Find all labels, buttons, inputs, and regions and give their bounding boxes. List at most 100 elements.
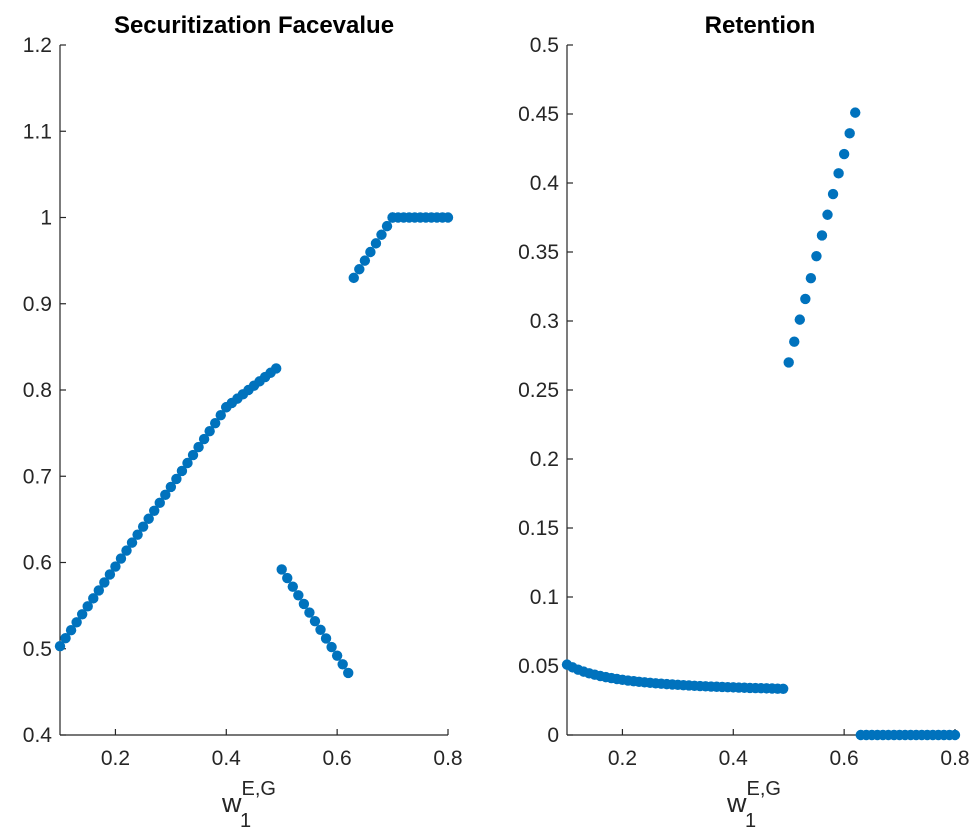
facevalue-data-point (326, 641, 337, 653)
facevalue-data-point (93, 585, 105, 596)
facevalue-chart: Securitization Facevalue 0.4 0.5 0.6 0.7 0.8… (23, 12, 463, 832)
retention-x-label-sub: 1 (745, 810, 756, 832)
retention-y-tick-label: 0.15 (518, 517, 559, 540)
retention-y-tick-label: 0.35 (518, 241, 559, 264)
facevalue-data-point (132, 529, 143, 540)
facevalue-x-label-sub: 1 (240, 810, 251, 832)
retention-data-point (800, 293, 811, 305)
retention-data-point (844, 128, 855, 139)
facevalue-x-tick-label: 0.4 (212, 747, 242, 770)
facevalue-data-point (298, 598, 310, 610)
retention-data-point (805, 273, 817, 284)
retention-y-tick-label: 0.3 (530, 310, 559, 333)
retention-data-point (827, 188, 839, 200)
facevalue-data-point (381, 220, 393, 232)
facevalue-y-tick-label: 1 (40, 207, 52, 230)
facevalue-y-tick-label: 0.7 (23, 465, 52, 488)
facevalue-data-point (210, 417, 221, 429)
facevalue-x-ticks: 0.2 0.4 0.6 0.8 (101, 729, 463, 770)
facevalue-data-point (331, 650, 343, 661)
retention-title: Retention (705, 12, 816, 39)
facevalue-data-point (376, 229, 387, 240)
facevalue-data-point (137, 521, 149, 532)
facevalue-y-tick-label: 0.4 (23, 724, 53, 747)
facevalue-data-point (343, 667, 354, 679)
retention-x-tick-label: 0.8 (940, 747, 969, 770)
facevalue-data-point (71, 617, 82, 628)
facevalue-x-tick-label: 0.2 (101, 747, 130, 770)
facevalue-data-point (54, 640, 66, 652)
retention-data-point (811, 250, 822, 262)
facevalue-x-label-base: w (221, 788, 242, 818)
facevalue-data-point (215, 410, 226, 421)
retention-y-tick-label: 0.5 (530, 34, 559, 57)
facevalue-data-point (187, 449, 199, 461)
facevalue-data-point (160, 489, 171, 501)
facevalue-data-point (348, 272, 359, 284)
facevalue-data-point (115, 553, 127, 564)
facevalue-y-tick-label: 1.1 (23, 120, 52, 143)
facevalue-data-point (304, 607, 315, 618)
retention-data-point (777, 683, 789, 694)
facevalue-data-point (320, 633, 332, 644)
facevalue-data-point (99, 577, 110, 588)
retention-y-tick-label: 0.1 (530, 586, 559, 609)
facevalue-y-ticks: 0.4 0.5 0.6 0.7 0.8 0.9 1 1.1 1.2 (23, 34, 66, 747)
facevalue-data-point (154, 497, 165, 509)
facevalue-data-point (287, 581, 298, 592)
retention-x-label-sup: E,G (747, 778, 781, 800)
retention-x-tick-label: 0.2 (608, 747, 637, 770)
facevalue-data-point (171, 473, 182, 485)
facevalue-data-point (370, 238, 382, 249)
facevalue-data-point (76, 609, 88, 620)
facevalue-x-label: wE,G 1 (221, 778, 276, 832)
facevalue-data-point (182, 457, 193, 469)
facevalue-data-point (365, 246, 376, 258)
retention-y-tick-label: 0.05 (518, 655, 559, 678)
retention-data-point (794, 314, 805, 325)
facevalue-data-point (193, 441, 204, 453)
retention-data-point (783, 357, 794, 368)
facevalue-data-point (282, 572, 293, 584)
retention-y-tick-label: 0.45 (518, 103, 559, 126)
facevalue-y-tick-label: 1.2 (23, 34, 52, 57)
retention-data-point (822, 209, 833, 220)
facevalue-data-point (60, 632, 71, 644)
facevalue-title: Securitization Facevalue (114, 12, 394, 39)
retention-points (561, 107, 961, 741)
retention-data-point (789, 336, 800, 347)
retention-y-ticks: 0 0.05 0.1 0.15 0.2 0.25 0.3 0.35 0.4 0.45 0.5 (518, 34, 573, 747)
retention-y-tick-label: 0.4 (530, 172, 560, 195)
facevalue-data-point (315, 624, 326, 635)
facevalue-data-point (121, 545, 132, 556)
facevalue-data-point (198, 433, 210, 445)
retention-data-point (949, 729, 961, 741)
facevalue-x-tick-label: 0.8 (433, 747, 462, 770)
facevalue-data-point (442, 212, 454, 223)
facevalue-y-tick-label: 0.8 (23, 379, 52, 402)
retention-data-point (850, 107, 861, 118)
facevalue-data-point (354, 264, 365, 275)
facevalue-data-point (204, 425, 215, 437)
facevalue-x-label-sup: E,G (242, 778, 276, 800)
facevalue-data-point (104, 569, 116, 580)
facevalue-data-point (82, 601, 93, 612)
facevalue-x-tick-label: 0.6 (323, 747, 352, 770)
facevalue-data-point (88, 593, 99, 604)
retention-y-tick-label: 0 (547, 724, 559, 747)
retention-y-tick-label: 0.2 (530, 448, 559, 471)
facevalue-data-point (65, 625, 77, 636)
facevalue-data-point (270, 363, 282, 374)
facevalue-data-point (176, 465, 188, 477)
retention-data-point (838, 148, 850, 160)
retention-chart: Retention 00.050.10.150.20.250.30.350.40… (518, 12, 969, 832)
facevalue-data-point (276, 564, 287, 575)
retention-y-tick-label: 0.25 (518, 379, 559, 402)
facevalue-points (54, 212, 454, 679)
facevalue-data-point (293, 590, 304, 601)
retention-x-ticks: 0.2 0.4 0.6 0.8 (608, 729, 970, 770)
retention-x-label-base: w (726, 788, 747, 818)
facevalue-data-point (359, 255, 371, 266)
facevalue-data-point (149, 505, 160, 516)
